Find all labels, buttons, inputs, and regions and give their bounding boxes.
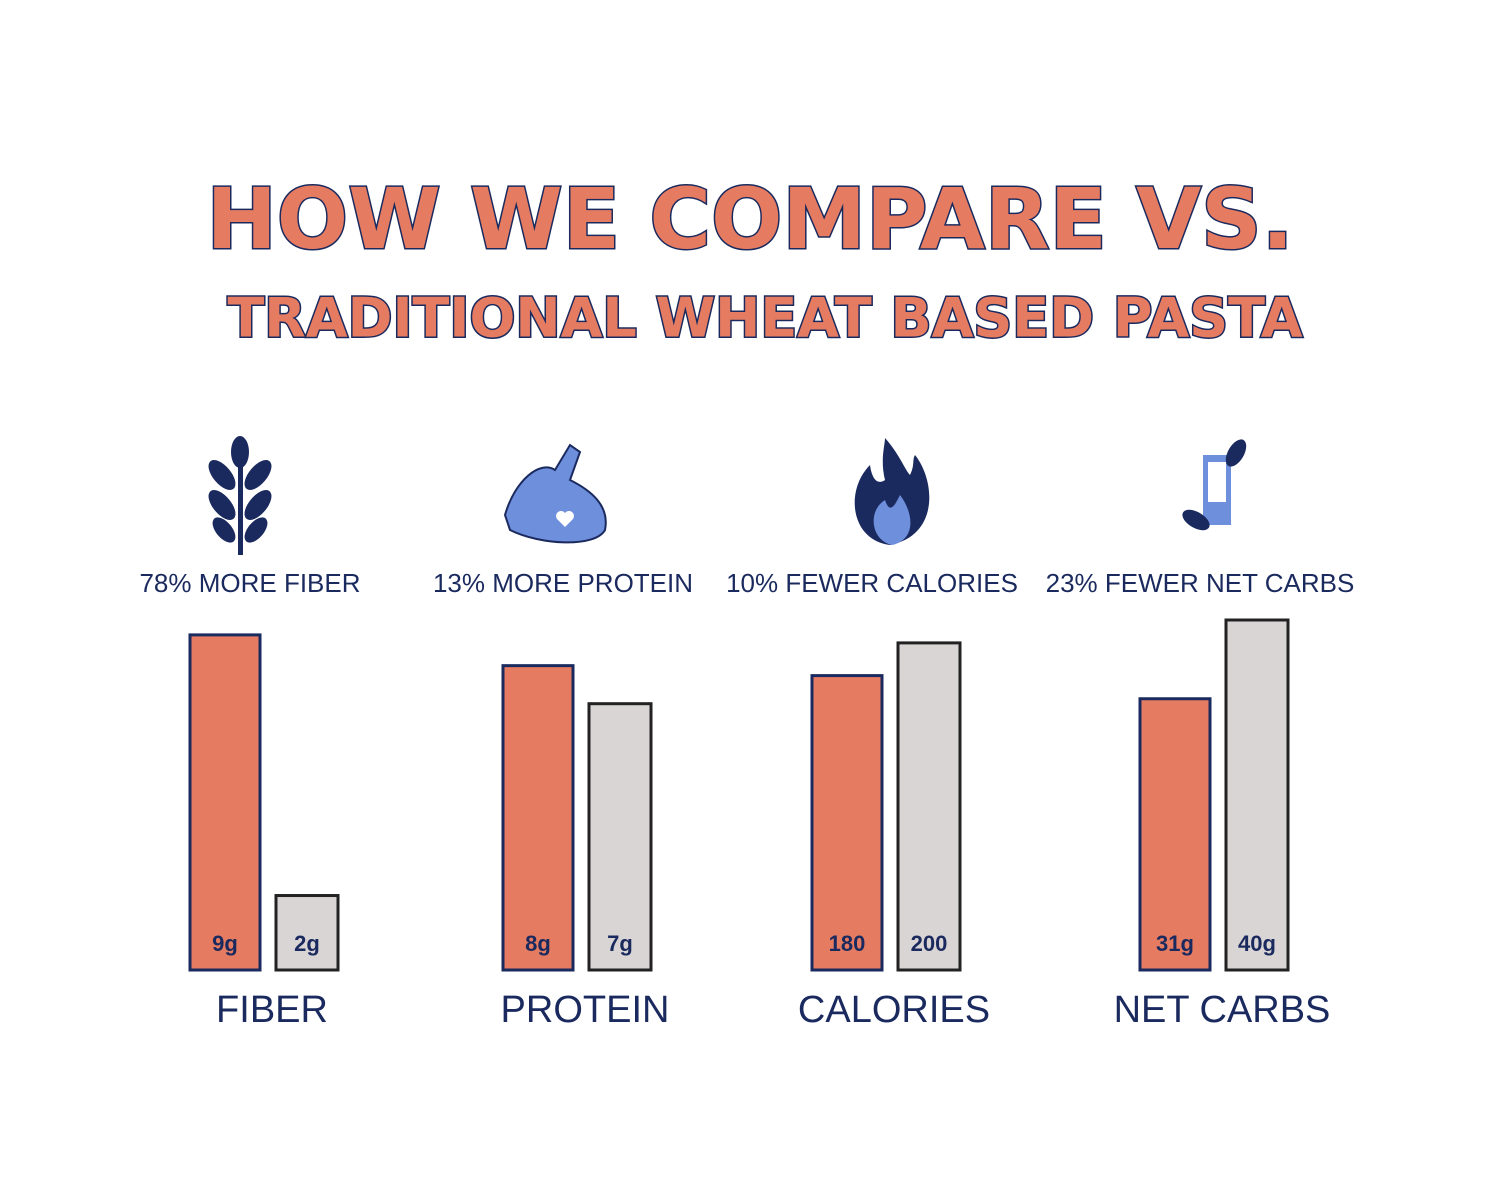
value-label: 200 <box>911 931 948 956</box>
fiber-icon <box>208 436 272 555</box>
bar <box>188 633 262 972</box>
x-axis-label: CALORIES <box>798 989 990 1031</box>
bar <box>896 641 962 972</box>
chart-title: 10% FEWER CALORIES <box>726 568 1018 598</box>
chart-title: 23% FEWER NET CARBS <box>1046 568 1355 598</box>
chart-title: 13% MORE PROTEIN <box>433 568 693 598</box>
subtitle: TRADITIONAL WHEAT BASED PASTA <box>227 287 1302 350</box>
value-label: 31g <box>1156 931 1194 956</box>
bar <box>274 894 340 972</box>
calories-icon <box>854 438 930 545</box>
bar <box>501 664 575 972</box>
bar <box>587 702 653 972</box>
value-label: 8g <box>525 931 551 956</box>
value-label: 7g <box>607 931 633 956</box>
x-axis-label: PROTEIN <box>501 989 670 1031</box>
bar <box>810 674 884 972</box>
value-label: 40g <box>1238 931 1276 956</box>
protein-icon <box>503 443 607 544</box>
chart-title: 78% MORE FIBER <box>139 568 360 598</box>
bar <box>1224 618 1290 972</box>
bar <box>1138 697 1212 972</box>
value-label: 9g <box>212 931 238 956</box>
title: HOW WE COMPARE VS. <box>206 170 1293 268</box>
net-carbs-icon <box>1182 439 1247 531</box>
x-axis-label: NET CARBS <box>1114 989 1331 1031</box>
value-label: 180 <box>829 931 866 956</box>
x-axis-label: FIBER <box>216 989 328 1031</box>
value-label: 2g <box>294 931 320 956</box>
